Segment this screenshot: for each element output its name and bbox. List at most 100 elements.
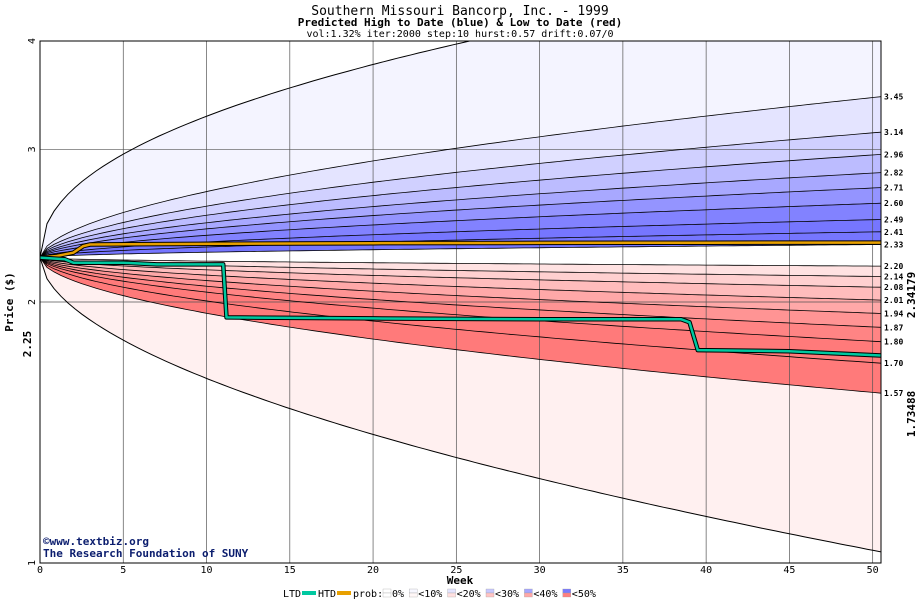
quantile-low-line-5 bbox=[40, 257, 881, 328]
quantile-label-2.49: 2.49 bbox=[884, 216, 903, 225]
legend-prob-prefix: prob: bbox=[353, 589, 383, 600]
legend-swatch-blue-5 bbox=[562, 588, 571, 594]
quantile-low-line-6 bbox=[40, 257, 881, 343]
quantile-high-line-0 bbox=[40, 96, 881, 258]
quantile-label-1.80: 1.80 bbox=[884, 338, 903, 347]
band-high-5 bbox=[40, 203, 881, 258]
band-high-0 bbox=[40, 96, 881, 258]
x-tick-30: 30 bbox=[534, 565, 546, 576]
series-htd bbox=[39, 241, 882, 259]
y-tick-1: 1 bbox=[27, 560, 38, 566]
y-tick-2: 2 bbox=[27, 299, 38, 305]
legend-item-2: <20% bbox=[457, 589, 481, 600]
quantile-label-2.82: 2.82 bbox=[884, 169, 903, 178]
quantile-low-line-8 bbox=[40, 257, 881, 394]
band-low-2 bbox=[40, 257, 881, 301]
band-low-6 bbox=[40, 257, 881, 364]
legend-swatch-red-0 bbox=[382, 592, 392, 598]
quantile-label-1.87: 1.87 bbox=[884, 323, 903, 332]
legend: LTD HTD prob: 0% <10% <20% <30% <40% <50% bbox=[283, 588, 596, 600]
quantile-label-2.96: 2.96 bbox=[884, 150, 903, 159]
credit-org: The Research Foundation of SUNY bbox=[43, 547, 249, 560]
quantile-label-2.20: 2.20 bbox=[884, 262, 903, 271]
quantile-label-2.01: 2.01 bbox=[884, 296, 903, 305]
chart-params: vol:1.32% iter:2000 step:10 hurst:0.57 d… bbox=[306, 29, 613, 40]
quantile-label-2.71: 2.71 bbox=[884, 184, 903, 193]
chart-subtitle: Predicted High to Date (blue) & Low to D… bbox=[298, 16, 623, 29]
band-high-6 bbox=[40, 219, 881, 258]
x-tick-15: 15 bbox=[284, 565, 296, 576]
quantile-label-1.70: 1.70 bbox=[884, 359, 903, 368]
legend-swatch-red-5 bbox=[562, 592, 571, 598]
y-tick-3: 3 bbox=[27, 146, 38, 152]
x-tick-40: 40 bbox=[700, 565, 712, 576]
legend-swatch-blue-4 bbox=[524, 588, 533, 594]
quantile-label-2.60: 2.60 bbox=[884, 199, 903, 208]
band-low-3 bbox=[40, 257, 881, 314]
legend-htd-label: HTD bbox=[318, 589, 336, 600]
y-tick-4: 4 bbox=[27, 38, 38, 44]
quantile-low-line-3 bbox=[40, 257, 881, 301]
high-end-value: 2.34179 bbox=[905, 272, 918, 318]
quantile-high-line-3 bbox=[40, 172, 881, 258]
x-tick-20: 20 bbox=[367, 565, 379, 576]
quantile-label-2.14: 2.14 bbox=[884, 273, 903, 282]
quantile-low-line-0 bbox=[40, 257, 881, 267]
legend-htd-swatch bbox=[337, 591, 351, 595]
x-tick-25: 25 bbox=[450, 565, 462, 576]
legend-swatch-blue-2 bbox=[447, 588, 456, 594]
legend-swatch-blue-3 bbox=[485, 588, 495, 594]
legend-item-0: 0% bbox=[392, 589, 404, 600]
y-axis-label: Price ($) bbox=[3, 272, 16, 332]
band-low-4 bbox=[40, 257, 881, 328]
legend-item-4: <40% bbox=[533, 589, 557, 600]
quantile-label-2.08: 2.08 bbox=[884, 283, 903, 292]
quantile-high-line-4 bbox=[40, 187, 881, 258]
quantile-label-3.45: 3.45 bbox=[884, 93, 903, 102]
legend-swatch-red-3 bbox=[485, 592, 495, 598]
x-axis-label: Week bbox=[447, 574, 474, 587]
quantile-high-line-2 bbox=[40, 154, 881, 258]
chart-title: Southern Missouri Bancorp, Inc. - 1999 bbox=[311, 4, 608, 19]
probability-bands bbox=[40, 41, 881, 563]
legend-ltd-label: LTD bbox=[283, 589, 301, 600]
band-low-0 bbox=[40, 257, 881, 277]
quantile-label-2.33: 2.33 bbox=[884, 241, 903, 250]
series-lines bbox=[39, 240, 882, 358]
quantile-label-1.94: 1.94 bbox=[884, 310, 903, 319]
credit-url: ©www.textbiz.org bbox=[43, 535, 149, 548]
x-tick-45: 45 bbox=[783, 565, 795, 576]
quantile-label-1.57: 1.57 bbox=[884, 389, 903, 398]
quantile-high-line-7 bbox=[40, 231, 881, 258]
band-high-3 bbox=[40, 172, 881, 258]
y-tick-labels: 1 2 3 4 bbox=[27, 38, 38, 566]
band-low-outer bbox=[40, 257, 881, 552]
quantile-low-line-4 bbox=[40, 257, 881, 314]
legend-swatch-blue-0 bbox=[382, 588, 392, 594]
legend-ltd-swatch bbox=[302, 591, 316, 595]
x-tick-10: 10 bbox=[201, 565, 213, 576]
band-high-4 bbox=[40, 187, 881, 258]
band-high-1 bbox=[40, 132, 881, 258]
x-tick-5: 5 bbox=[120, 565, 126, 576]
start-price-label: 2.25 bbox=[21, 331, 34, 358]
band-high-outer bbox=[40, 41, 881, 258]
legend-item-3: <30% bbox=[495, 589, 519, 600]
legend-item-5: <50% bbox=[572, 589, 596, 600]
x-tick-35: 35 bbox=[617, 565, 629, 576]
envelope-low-line bbox=[40, 257, 881, 553]
quantile-label-2.41: 2.41 bbox=[884, 228, 903, 237]
plot-frame bbox=[39, 40, 882, 564]
legend-swatch-red-4 bbox=[524, 592, 533, 598]
legend-swatch-red-2 bbox=[447, 592, 456, 598]
legend-swatch-red-1 bbox=[409, 592, 418, 598]
legend-item-1: <10% bbox=[418, 589, 442, 600]
band-low-7 bbox=[40, 257, 881, 394]
envelope-high-line bbox=[40, 41, 472, 258]
quantile-high-line-1 bbox=[40, 131, 881, 258]
x-tick-0: 0 bbox=[37, 565, 43, 576]
quantile-end-labels: 3.45 3.14 2.96 2.82 2.71 2.60 2.49 2.41 2.33 2.20… bbox=[884, 93, 903, 399]
low-end-value: 1.73488 bbox=[905, 391, 918, 437]
